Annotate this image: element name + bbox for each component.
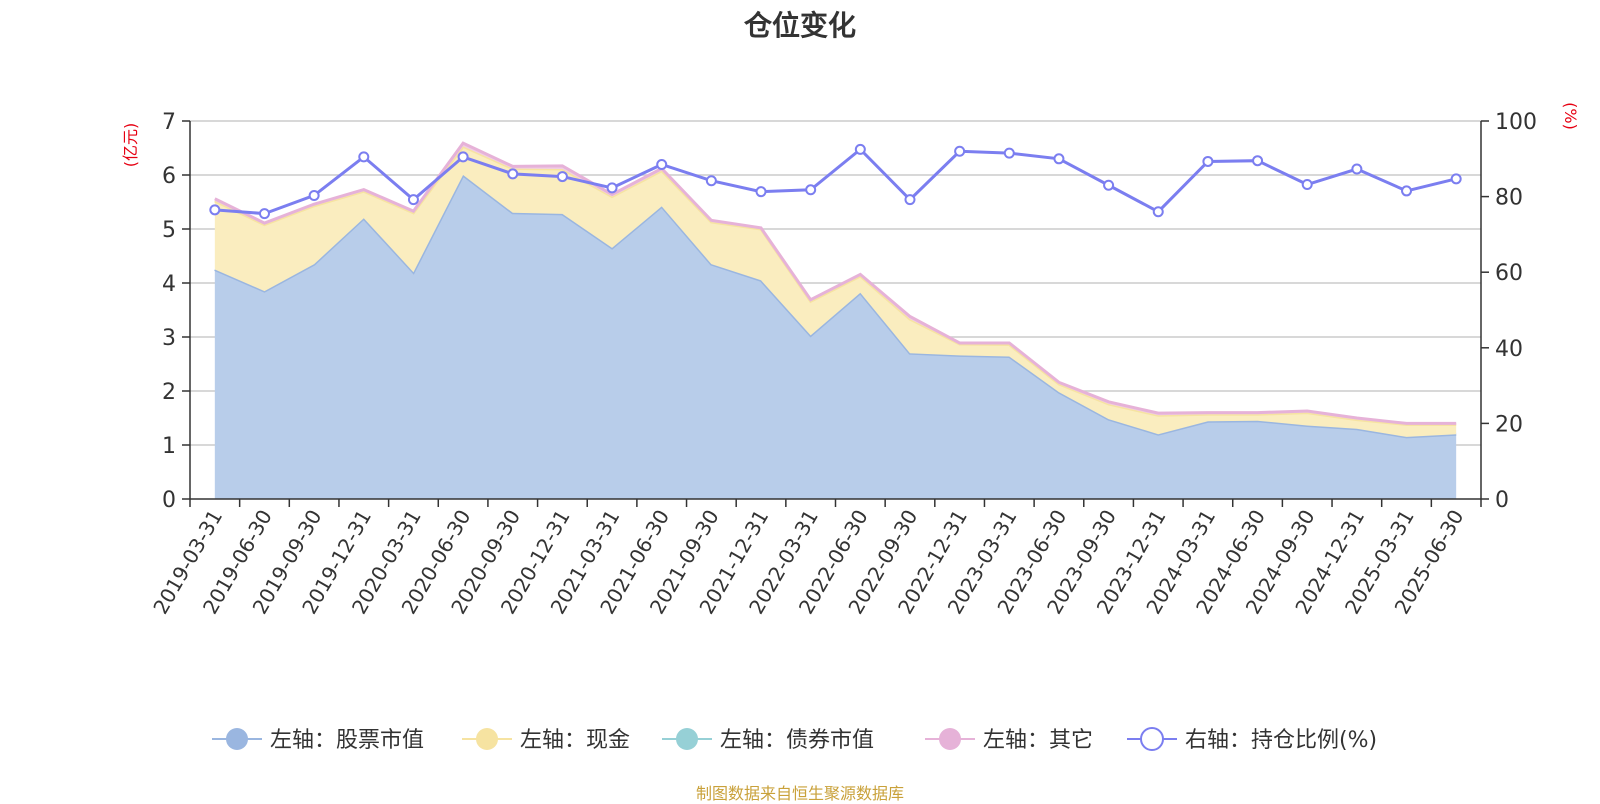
ratio-point	[805, 184, 817, 196]
ratio-point	[854, 143, 866, 155]
left-tick-label: 4	[162, 272, 176, 297]
right-tick-label: 80	[1495, 186, 1523, 211]
stacked-areas	[214, 141, 1457, 499]
legend-label-2: 左轴：债券市值	[720, 728, 874, 753]
chart-title: 仓位变化	[743, 9, 856, 42]
ratio-line	[214, 147, 1457, 216]
area-line-3	[214, 141, 1457, 425]
holding-ratio-line	[209, 143, 1462, 220]
legend-marker-0	[226, 728, 248, 750]
ratio-point	[1103, 179, 1115, 191]
ratio-point	[755, 186, 767, 198]
left-tick-label: 2	[162, 380, 176, 405]
legend: 左轴：股票市值 左轴：现金 左轴：债券市值 左轴：其它 右轴：持仓比例(%)	[212, 727, 1377, 753]
ratio-point	[209, 204, 221, 216]
left-axis-unit: (亿元)	[121, 123, 140, 168]
right-tick-label: 60	[1495, 261, 1523, 286]
ratio-point	[1202, 155, 1214, 167]
legend-marker-4	[1140, 727, 1164, 751]
left-tick-label: 6	[162, 164, 176, 189]
legend-label-1: 左轴：现金	[520, 728, 630, 753]
ratio-point	[606, 182, 618, 194]
legend-label-3: 左轴：其它	[983, 728, 1093, 753]
legend-marker-2	[676, 728, 698, 750]
area-0	[214, 175, 1457, 499]
right-tick-label: 20	[1495, 412, 1523, 437]
ratio-point	[407, 194, 419, 206]
left-tick-label: 5	[162, 218, 176, 243]
right-axis-unit: (%)	[1561, 102, 1580, 130]
left-tick-label: 3	[162, 326, 176, 351]
left-tick-label: 0	[162, 488, 176, 513]
right-tick-label: 0	[1495, 488, 1509, 513]
legend-marker-1	[476, 728, 498, 750]
legend-label-0: 左轴：股票市值	[270, 728, 424, 753]
ratio-point	[1401, 185, 1413, 197]
left-tick-label: 7	[162, 110, 176, 135]
ratio-point	[656, 158, 668, 170]
left-tick-label: 1	[162, 434, 176, 459]
ratio-point	[556, 171, 568, 183]
ratio-point	[1301, 179, 1313, 191]
ratio-point	[507, 168, 519, 180]
position-change-chart: 012345670204060801002019-03-312019-06-30…	[121, 102, 1580, 753]
ratio-point	[705, 175, 717, 187]
ratio-point	[308, 189, 320, 201]
ratio-point	[1152, 206, 1164, 218]
ratio-point	[457, 151, 469, 163]
legend-marker-3	[939, 728, 961, 750]
ratio-point	[954, 145, 966, 157]
ratio-point	[258, 208, 270, 220]
area-1	[214, 146, 1457, 437]
ratio-point	[1003, 147, 1015, 159]
right-tick-label: 40	[1495, 337, 1523, 362]
legend-label-4: 右轴：持仓比例(%)	[1185, 728, 1377, 753]
right-tick-label: 100	[1495, 110, 1537, 135]
ratio-point	[358, 151, 370, 163]
source-note: 制图数据来自恒生聚源数据库	[695, 784, 904, 803]
ratio-point	[904, 194, 916, 206]
ratio-point	[1450, 173, 1462, 185]
ratio-point	[1351, 163, 1363, 175]
ratio-point	[1252, 155, 1264, 167]
ratio-point	[1053, 153, 1065, 165]
